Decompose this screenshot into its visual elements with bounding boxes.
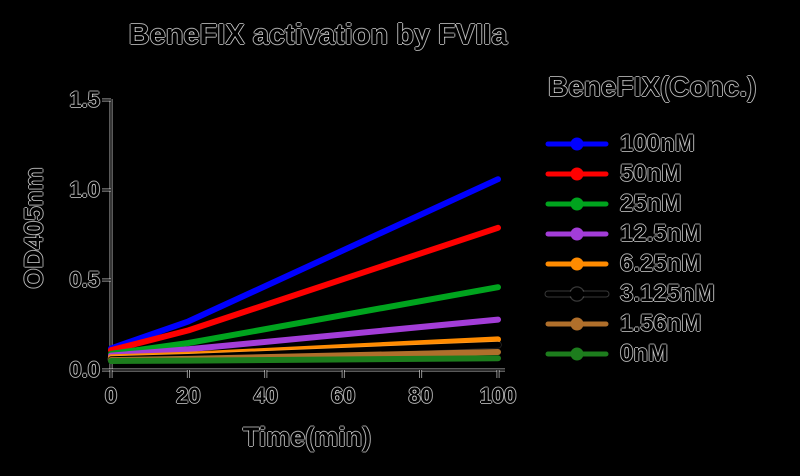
legend-dot-12.5nM bbox=[570, 227, 584, 241]
x-tick-label: 100 bbox=[479, 383, 517, 408]
y-tick-label: 0.5 bbox=[69, 267, 100, 292]
series-line-50nM bbox=[108, 224, 501, 354]
legend-label-6.25nM: 6.25nM bbox=[620, 250, 702, 277]
x-axis-label: Time(min) bbox=[242, 422, 372, 452]
x-tick-label: 40 bbox=[253, 383, 279, 408]
legend-dot-100nM bbox=[570, 137, 584, 151]
series-line-25nM bbox=[108, 284, 501, 357]
chart-title: BeneFIX activation by FVIIa bbox=[128, 19, 508, 51]
x-tick-label: 60 bbox=[330, 383, 356, 408]
legend-dot-0nM bbox=[570, 347, 584, 361]
legend-dot-25nM bbox=[570, 197, 584, 211]
x-tick-label: 80 bbox=[408, 383, 433, 408]
legend-dot-50nM bbox=[570, 167, 584, 181]
legend-label-25nM: 25nM bbox=[620, 190, 682, 217]
legend-dot-1.56nM bbox=[570, 317, 584, 331]
series-line-100nM bbox=[108, 176, 501, 352]
x-tick-label: 20 bbox=[176, 383, 201, 408]
legend-label-50nM: 50nM bbox=[620, 160, 682, 187]
y-tick-label: 0.0 bbox=[69, 357, 100, 382]
legend-dot-6.25nM bbox=[570, 257, 584, 271]
series-line-0nM bbox=[108, 355, 501, 364]
legend-label-0nM: 0nM bbox=[620, 340, 668, 367]
legend-label-1.56nM: 1.56nM bbox=[620, 310, 702, 337]
legend-dot-3.125nM bbox=[570, 287, 584, 301]
y-tick-label: 1.0 bbox=[69, 177, 100, 202]
legend-label-100nM: 100nM bbox=[620, 130, 695, 157]
legend-label-3.125nM: 3.125nM bbox=[620, 280, 715, 307]
y-tick-label: 1.5 bbox=[69, 87, 100, 112]
x-tick-label: 0 bbox=[104, 383, 118, 408]
legend-title: BeneFIX(Conc.) bbox=[548, 71, 757, 102]
legend-label-12.5nM: 12.5nM bbox=[620, 220, 702, 247]
